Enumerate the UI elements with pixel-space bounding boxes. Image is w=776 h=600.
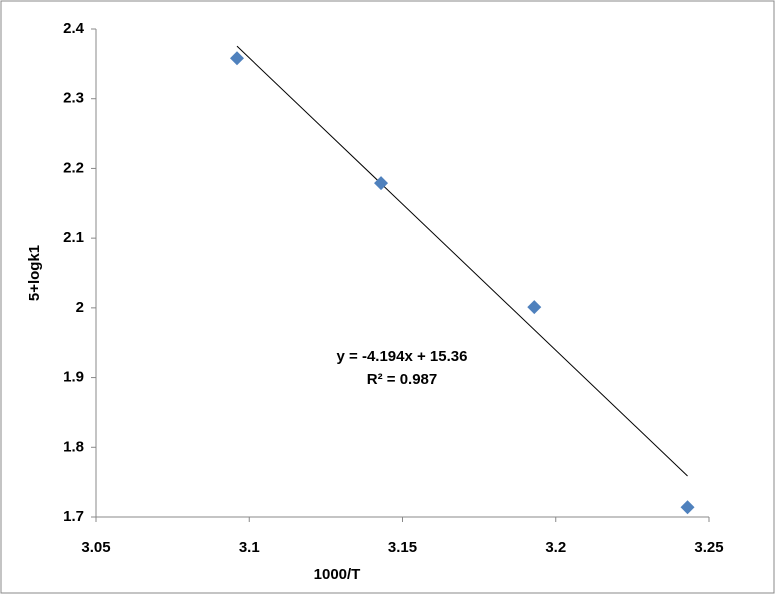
x-tick-label: 3.15 (388, 539, 417, 556)
point (680, 500, 695, 515)
x-tick-label: 3.1 (239, 539, 260, 556)
y-tick-label: 2.4 (63, 20, 85, 37)
trendline (236, 45, 688, 477)
point (374, 176, 389, 191)
y-tick-label: 1.7 (63, 508, 84, 525)
y-tick-label: 2.2 (63, 159, 84, 176)
trendline-r-squared: R² = 0.987 (367, 371, 437, 388)
x-axis-title: 1000/T (314, 566, 361, 583)
x-tick-label: 3.2 (545, 539, 566, 556)
x-tick-label: 3.05 (81, 539, 110, 556)
y-axis-title: 5+logk1 (26, 245, 43, 301)
y-tick-label: 1.9 (63, 369, 84, 386)
trendline-equation: y = -4.194x + 15.36 (337, 348, 468, 365)
point (229, 51, 244, 66)
point (527, 300, 542, 315)
x-tick-label: 3.25 (694, 539, 723, 556)
y-tick-label: 1.8 (63, 438, 84, 455)
y-tick-label: 2.1 (63, 229, 84, 246)
y-tick-label: 2.3 (63, 90, 84, 107)
y-tick-label: 2 (76, 299, 84, 316)
